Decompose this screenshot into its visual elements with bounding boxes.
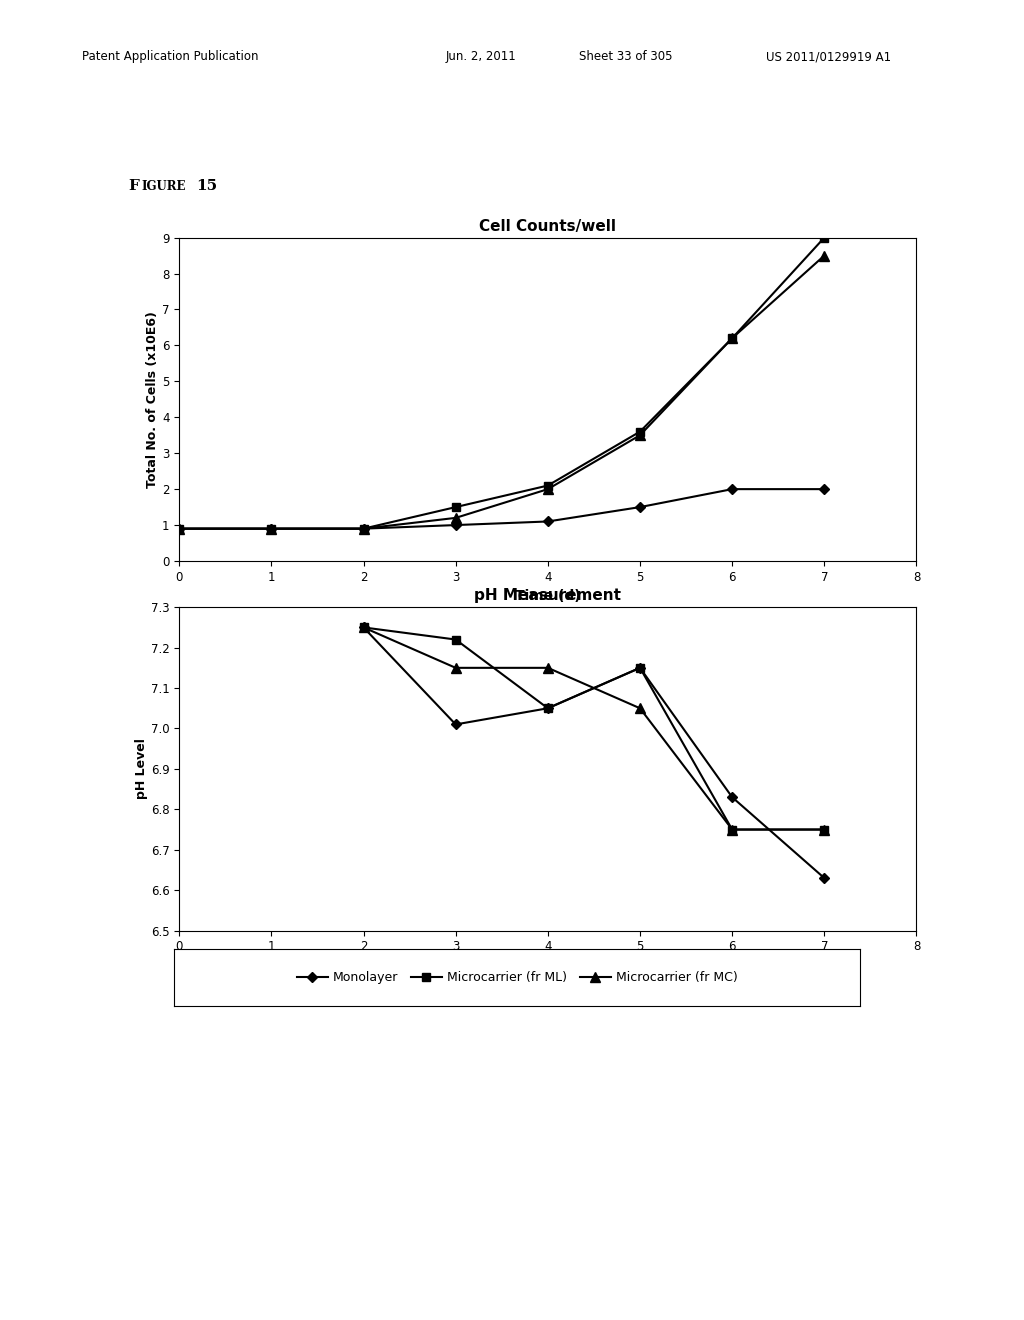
Y-axis label: pH Level: pH Level xyxy=(135,738,147,800)
X-axis label: Time (d): Time (d) xyxy=(515,958,581,973)
Text: IGURE: IGURE xyxy=(141,180,185,193)
Title: pH Measurement: pH Measurement xyxy=(474,589,622,603)
Text: Patent Application Publication: Patent Application Publication xyxy=(82,50,258,63)
Title: Cell Counts/well: Cell Counts/well xyxy=(479,219,616,234)
Legend: Monolayer, Microcarrier (fr ML), Microcarrier (fr MC): Monolayer, Microcarrier (fr ML), Microca… xyxy=(292,966,742,989)
Text: F: F xyxy=(128,180,139,193)
X-axis label: Time (d): Time (d) xyxy=(515,589,581,603)
Text: Sheet 33 of 305: Sheet 33 of 305 xyxy=(579,50,672,63)
Text: Jun. 2, 2011: Jun. 2, 2011 xyxy=(445,50,516,63)
Y-axis label: Total No. of Cells (x10E6): Total No. of Cells (x10E6) xyxy=(146,312,159,487)
Text: US 2011/0129919 A1: US 2011/0129919 A1 xyxy=(766,50,891,63)
Text: 15: 15 xyxy=(197,180,218,193)
